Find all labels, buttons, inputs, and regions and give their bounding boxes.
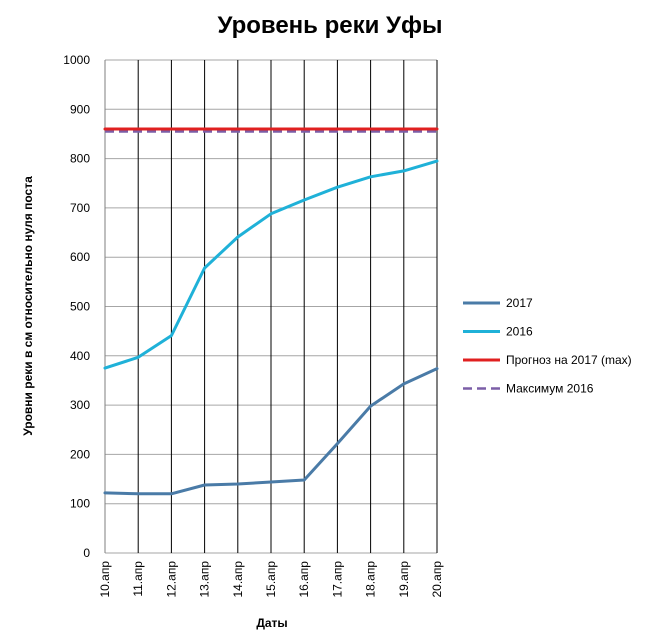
x-tick-label: 20.апр <box>430 561 444 598</box>
x-tick-label: 12.апр <box>164 561 178 598</box>
x-tick-label: 17.апр <box>330 561 344 598</box>
chart-title: Уровень реки Уфы <box>218 12 443 39</box>
y-tick-labels: 0 100 200 300 400 500 600 700 800 900 1000 <box>63 53 90 560</box>
x-tick-label: 11.апр <box>131 561 145 597</box>
x-tick-label: 19.апр <box>397 561 411 598</box>
x-tick-label: 15.апр <box>264 561 278 598</box>
y-tick-label: 200 <box>70 447 90 461</box>
x-tick-label: 10.апр <box>98 561 112 598</box>
series-line-1 <box>103 159 439 370</box>
y-tick-label: 0 <box>83 546 90 560</box>
y-axis-label: Уровни реки в см относительно нуля поста <box>21 176 35 436</box>
y-tick-label: 700 <box>70 201 90 215</box>
series-lines <box>103 127 439 496</box>
x-tick-labels: 10.апр 11.апр 12.апр 13.апр 14.апр 15.апр 16.а… <box>98 561 444 598</box>
y-tick-label: 600 <box>70 250 90 264</box>
y-tick-label: 300 <box>70 398 90 412</box>
y-tick-label: 1000 <box>63 53 90 67</box>
x-tick-label: 16.апр <box>297 561 311 598</box>
y-tick-label: 900 <box>70 102 90 116</box>
legend-label: 2016 <box>506 325 533 339</box>
x-axis-label: Даты <box>256 616 287 630</box>
series-line-0 <box>103 367 439 496</box>
x-tick-label: 13.апр <box>198 561 212 598</box>
grid <box>104 59 438 554</box>
y-tick-label: 400 <box>70 349 90 363</box>
y-tick-label: 800 <box>70 152 90 166</box>
y-tick-label: 100 <box>70 497 90 511</box>
legend: 2017 2016 Прогноз на 2017 (max) Максимум 20… <box>463 296 632 396</box>
legend-label: Максимум 2016 <box>506 382 594 396</box>
x-tick-label: 18.апр <box>364 561 378 598</box>
y-tick-label: 500 <box>70 300 90 314</box>
x-tick-label: 14.апр <box>231 561 245 598</box>
legend-label: Прогноз на 2017 (max) <box>506 353 632 367</box>
legend-label: 2017 <box>506 296 533 310</box>
